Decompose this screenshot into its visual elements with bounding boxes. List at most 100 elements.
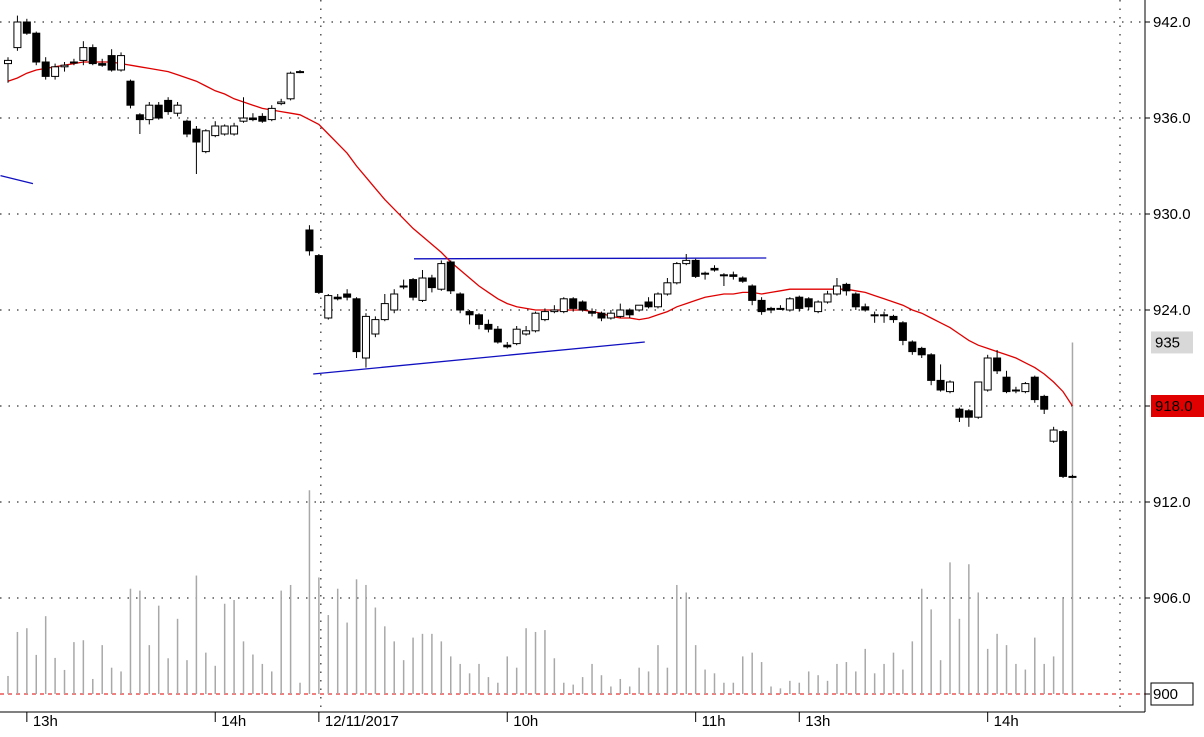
volume-last-box — [1151, 331, 1193, 354]
trend-line — [0, 174, 34, 185]
candle-body — [437, 263, 446, 290]
candle-body — [296, 71, 305, 74]
candle-body — [776, 307, 785, 310]
candle-body — [946, 381, 954, 393]
candle-body — [672, 263, 681, 284]
candle-body — [993, 357, 1002, 372]
x-tick-label: 12/11/2017 — [325, 713, 399, 730]
candle-body — [475, 314, 483, 325]
candle-body — [917, 347, 926, 356]
candle-body — [371, 319, 380, 335]
candle-body — [503, 344, 512, 348]
candle-body — [880, 314, 889, 317]
candle-body — [889, 315, 898, 321]
candle-body — [625, 309, 634, 316]
candle-body — [870, 314, 879, 317]
candle-body — [409, 279, 418, 298]
axis-labels: 942.0 936.0 930.0 924.0 918.0 912.0 906.0 900 13… — [26, 14, 1204, 730]
candle-body — [1040, 395, 1049, 410]
candle-body — [88, 47, 97, 65]
candle-body — [173, 104, 182, 114]
candle-body — [512, 328, 521, 345]
candle-body — [635, 304, 644, 311]
volume-last-label: 935 — [1155, 334, 1180, 351]
candle-body — [1030, 376, 1039, 401]
candle-body — [588, 311, 597, 314]
candle-body — [738, 277, 747, 282]
candle-body — [616, 309, 625, 317]
candle-body — [804, 298, 813, 308]
x-tick-label: 11h — [702, 713, 726, 730]
trend-line — [414, 257, 767, 260]
candle-body — [814, 301, 823, 313]
candle-body — [757, 299, 766, 313]
candle-body — [983, 357, 992, 391]
candle-body — [823, 293, 832, 303]
y-tick-label: 936.0 — [1153, 110, 1191, 127]
candle-body — [663, 282, 672, 295]
candle-body — [305, 229, 314, 252]
candle-body — [1059, 431, 1068, 477]
candle-body — [22, 21, 31, 34]
candle-body — [1011, 389, 1020, 392]
candle-body — [908, 341, 917, 353]
candle-body — [201, 130, 210, 153]
candle-body — [258, 115, 267, 122]
candle-body — [456, 293, 465, 311]
candle-body — [719, 274, 728, 277]
candle-body — [164, 99, 173, 113]
y-tick-label: 906.0 — [1153, 590, 1191, 607]
candle-body — [390, 293, 399, 311]
ma-last-label: 918.0 — [1155, 398, 1193, 415]
candle-body — [399, 285, 408, 288]
candle-body — [550, 309, 559, 313]
candle-body — [324, 295, 333, 319]
candle-body — [522, 330, 531, 335]
x-tick-label: 14h — [994, 713, 1019, 730]
candle-body — [333, 296, 342, 300]
y-tick-label: 930.0 — [1153, 206, 1191, 223]
candle-body — [465, 311, 474, 316]
candle-body — [267, 107, 276, 121]
candle-body — [117, 55, 126, 71]
candle-body — [569, 298, 578, 309]
candle-body — [277, 101, 286, 105]
y-tick-label: 942.0 — [1153, 14, 1191, 31]
candle-body — [220, 125, 229, 135]
candle-body — [701, 272, 710, 275]
candle-body — [41, 61, 50, 77]
candle-body — [682, 259, 691, 265]
candle-body — [484, 323, 493, 330]
candle-body — [135, 114, 144, 121]
candle-body — [955, 408, 964, 418]
candle-body — [60, 64, 69, 68]
candle-body — [748, 285, 757, 301]
candle-body — [559, 298, 568, 313]
candle-body — [446, 261, 455, 292]
candle-body — [380, 303, 389, 321]
candle-body — [182, 120, 191, 135]
candle-body — [51, 66, 60, 77]
candle-body — [4, 59, 12, 65]
candle-body — [126, 80, 135, 106]
candle-body — [606, 312, 615, 319]
candle-body — [13, 21, 22, 49]
candle-body — [1068, 475, 1077, 478]
candle-body — [936, 379, 945, 391]
candle-body — [286, 72, 295, 100]
x-tick-label: 13h — [805, 713, 830, 730]
candle-body — [851, 293, 860, 308]
candle-body — [974, 381, 983, 418]
candle-body — [1002, 376, 1011, 393]
candle-body — [842, 283, 851, 292]
candle-body — [361, 315, 370, 359]
candle-body — [729, 274, 738, 277]
candle-body — [107, 55, 116, 71]
candle-body — [79, 47, 88, 61]
candle-body — [531, 312, 540, 332]
candle-body — [1021, 383, 1030, 393]
y-tick-label: 924.0 — [1153, 302, 1191, 319]
y-tick-label: 900 — [1153, 686, 1178, 703]
